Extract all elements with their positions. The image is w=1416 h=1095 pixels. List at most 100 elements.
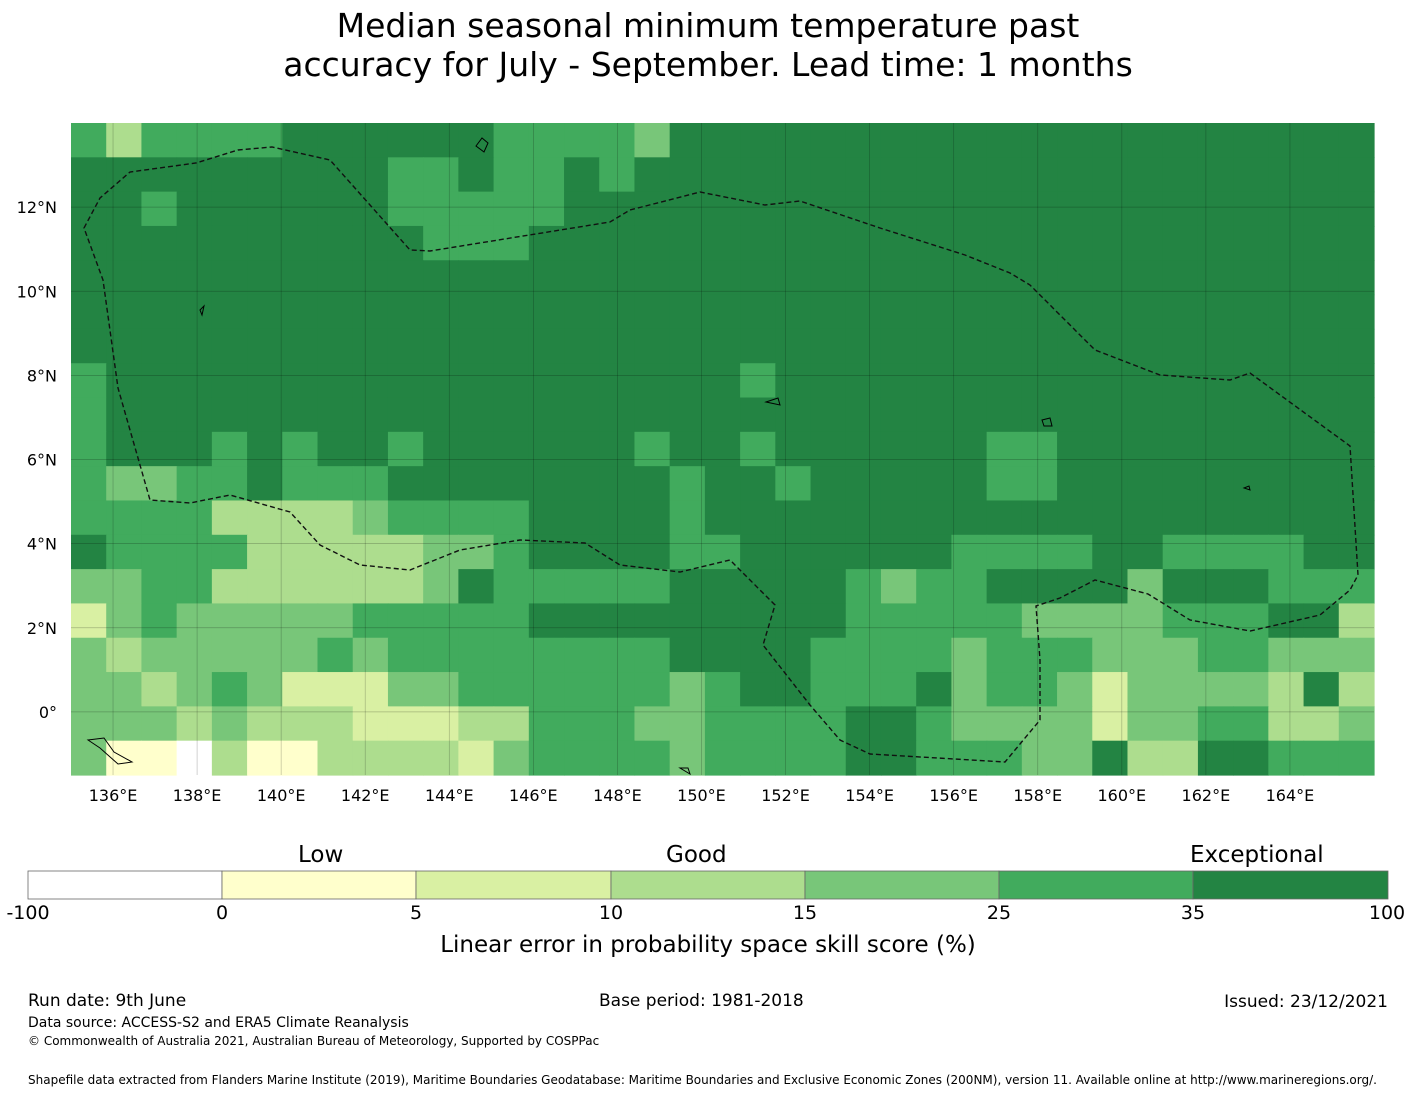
map-cell	[951, 294, 988, 330]
map-cell	[106, 123, 143, 158]
map-cell	[564, 225, 600, 261]
map-cell	[951, 431, 988, 467]
map-cell	[916, 191, 953, 227]
map-cell	[387, 294, 424, 330]
map-cell	[493, 500, 530, 536]
map-cell	[247, 534, 283, 570]
map-cell	[528, 191, 565, 227]
map-cell	[528, 500, 565, 536]
x-tick-label: 160°E	[1097, 786, 1146, 805]
map-cell	[669, 637, 706, 673]
map-cell	[1021, 363, 1058, 399]
map-cell	[317, 500, 354, 536]
map-cell	[176, 637, 213, 673]
map-cell	[1021, 157, 1058, 193]
map-cell	[1338, 225, 1375, 261]
map-cell	[916, 637, 953, 673]
map-cell	[1338, 637, 1375, 673]
map-cell	[352, 603, 389, 639]
map-cell	[986, 363, 1023, 399]
map-cell	[1233, 672, 1269, 707]
map-cell	[669, 123, 706, 158]
map-cell	[493, 431, 530, 467]
map-cell	[493, 397, 530, 433]
map-cell	[916, 123, 953, 158]
map-cell	[916, 157, 953, 193]
map-cell	[1303, 397, 1340, 433]
map-cell	[669, 740, 706, 776]
map-cell	[493, 260, 530, 296]
map-cell	[669, 500, 706, 536]
map-cell	[1057, 191, 1093, 227]
map-cell	[176, 500, 213, 536]
data-source: Data source: ACCESS-S2 and ERA5 Climate …	[28, 1015, 409, 1031]
map-cell	[71, 637, 107, 673]
map-cell	[951, 534, 988, 570]
map-cell	[704, 363, 741, 399]
map-cell	[916, 534, 953, 570]
map-cell	[1197, 294, 1234, 330]
map-cell	[669, 294, 706, 330]
map-cell	[1057, 363, 1093, 399]
map-cell	[141, 123, 178, 158]
map-cell	[317, 637, 354, 673]
map-cell	[1127, 431, 1164, 467]
map-cell	[986, 706, 1023, 742]
map-cell	[1197, 431, 1234, 467]
map-cell	[458, 157, 495, 193]
map-cell	[1268, 466, 1305, 502]
map-cell	[740, 260, 776, 296]
map-cell	[317, 431, 354, 467]
map-cell	[775, 603, 812, 639]
map-cell	[564, 431, 600, 467]
map-cell	[1233, 328, 1269, 364]
map-cell	[141, 431, 178, 467]
map-cell	[1021, 500, 1058, 536]
map-cell	[106, 328, 143, 364]
map-cell	[141, 328, 178, 364]
colorbar-segment	[221, 870, 417, 900]
map-cell	[564, 466, 600, 502]
map-cell	[775, 672, 812, 707]
eez-boundary	[83, 146, 1359, 763]
x-tick-label: 158°E	[1013, 786, 1062, 805]
map-cell	[141, 569, 178, 605]
map-cell	[1338, 603, 1375, 639]
map-cell	[1021, 191, 1058, 227]
map-cell	[704, 397, 741, 433]
map-cell	[880, 569, 917, 605]
map-cell	[880, 534, 917, 570]
map-cell	[528, 431, 565, 467]
map-cell	[211, 431, 248, 467]
map-cell	[669, 569, 706, 605]
map-cell	[106, 191, 143, 227]
map-cell	[916, 260, 953, 296]
map-cell	[1162, 328, 1199, 364]
map-cell	[634, 706, 671, 742]
map-cell	[1057, 431, 1093, 467]
map-cell	[704, 740, 741, 776]
map-cell	[387, 363, 424, 399]
map-cell	[564, 363, 600, 399]
map-cell	[880, 225, 917, 261]
map-cell	[1303, 534, 1340, 570]
map-cell	[1233, 294, 1269, 330]
colorbar-tick: -100	[6, 902, 50, 924]
map-cell	[141, 534, 178, 570]
map-cell	[599, 431, 636, 467]
map-cell	[740, 363, 776, 399]
map-cell	[282, 157, 319, 193]
map-cell	[951, 603, 988, 639]
map-cell	[352, 500, 389, 536]
map-cell	[211, 294, 248, 330]
map-cell	[1092, 431, 1129, 467]
x-tick-label: 162°E	[1182, 786, 1231, 805]
map-cell	[740, 740, 776, 776]
map-cell	[634, 569, 671, 605]
map-cell	[352, 397, 389, 433]
map-cell	[1268, 534, 1305, 570]
y-tick-label: 0°	[39, 703, 57, 722]
map-cell	[986, 569, 1023, 605]
map-cell	[423, 191, 459, 227]
map-cell	[282, 466, 319, 502]
